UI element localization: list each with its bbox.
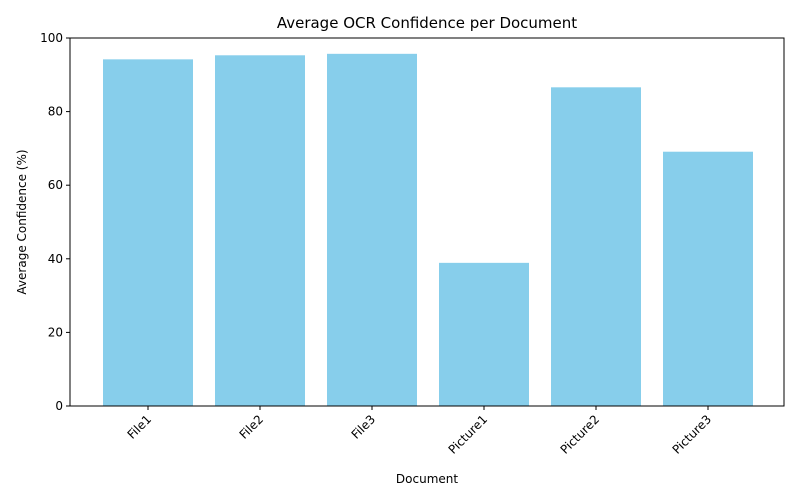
y-axis: 0 20 40 60 80 100 — [40, 31, 70, 413]
bar-picture2 — [551, 87, 641, 406]
bar-picture3 — [663, 151, 753, 406]
y-axis-label: Average Confidence (%) — [15, 149, 29, 294]
bars-group — [103, 53, 753, 407]
x-tick-label: File2 — [237, 412, 266, 441]
y-tick-label: 0 — [55, 399, 63, 413]
x-axis-label: Document — [396, 472, 458, 486]
y-tick-label: 80 — [48, 105, 63, 119]
plot-frame — [69, 37, 785, 407]
x-tick-label: Picture3 — [670, 412, 714, 456]
x-tick-label: File1 — [125, 412, 154, 441]
bar-file3 — [327, 53, 417, 406]
y-tick-label: 100 — [40, 31, 63, 45]
x-tick-label: File3 — [349, 412, 378, 441]
bar-file1 — [103, 59, 193, 407]
x-tick-label: Picture2 — [558, 412, 602, 456]
x-axis: File1 File2 File3 Picture1 Picture2 Picture3 — [125, 406, 714, 457]
x-tick-label: Picture1 — [446, 412, 490, 456]
y-tick-label: 20 — [48, 325, 63, 339]
y-tick-label: 60 — [48, 178, 63, 192]
y-tick-label: 40 — [48, 252, 63, 266]
chart-title: Average OCR Confidence per Document — [277, 14, 577, 32]
bar-file2 — [215, 55, 305, 407]
bar-picture1 — [439, 262, 529, 406]
